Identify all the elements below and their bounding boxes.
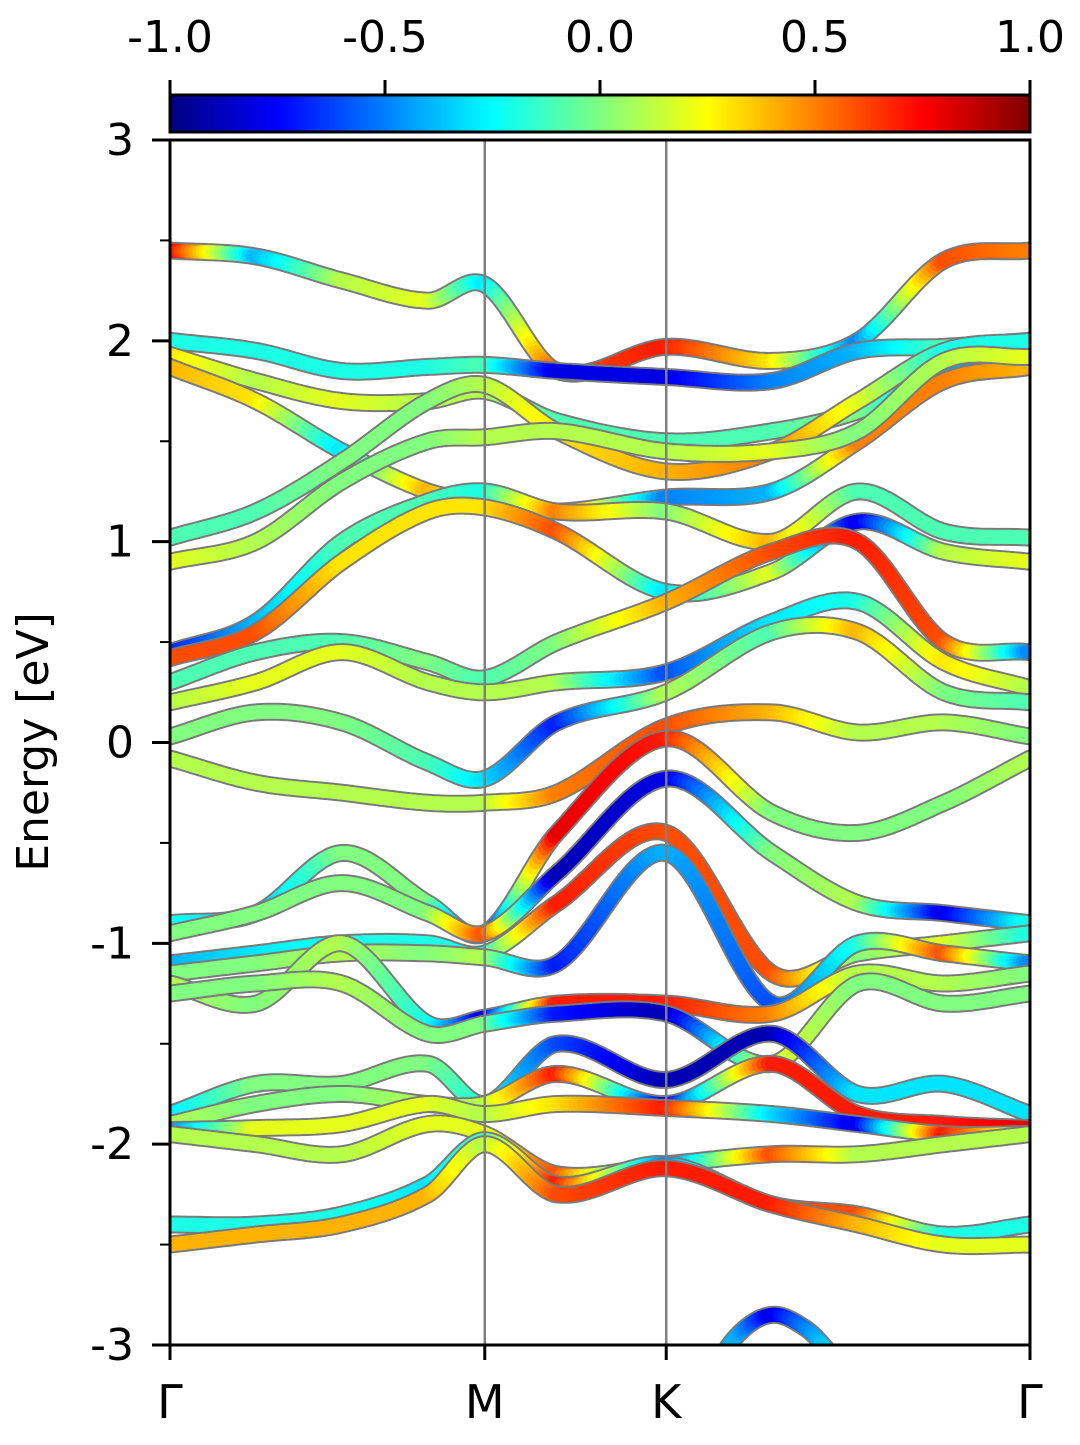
colorbar-ticks: -1.0 -0.5 0.0 0.5 1.0: [127, 12, 1065, 95]
colorbar-tick-label: -1.0: [127, 12, 213, 63]
colorbar-tick-label: 0.0: [565, 12, 635, 63]
colorbar-tick-label: 0.5: [780, 12, 850, 63]
colorbar-gradient: [170, 95, 1030, 132]
bands: [170, 251, 1030, 1386]
colorbar-tick-label: -0.5: [342, 12, 428, 63]
colorbar: -1.0 -0.5 0.0 0.5 1.0: [127, 12, 1065, 132]
colorbar-tick-label: 1.0: [995, 12, 1065, 63]
